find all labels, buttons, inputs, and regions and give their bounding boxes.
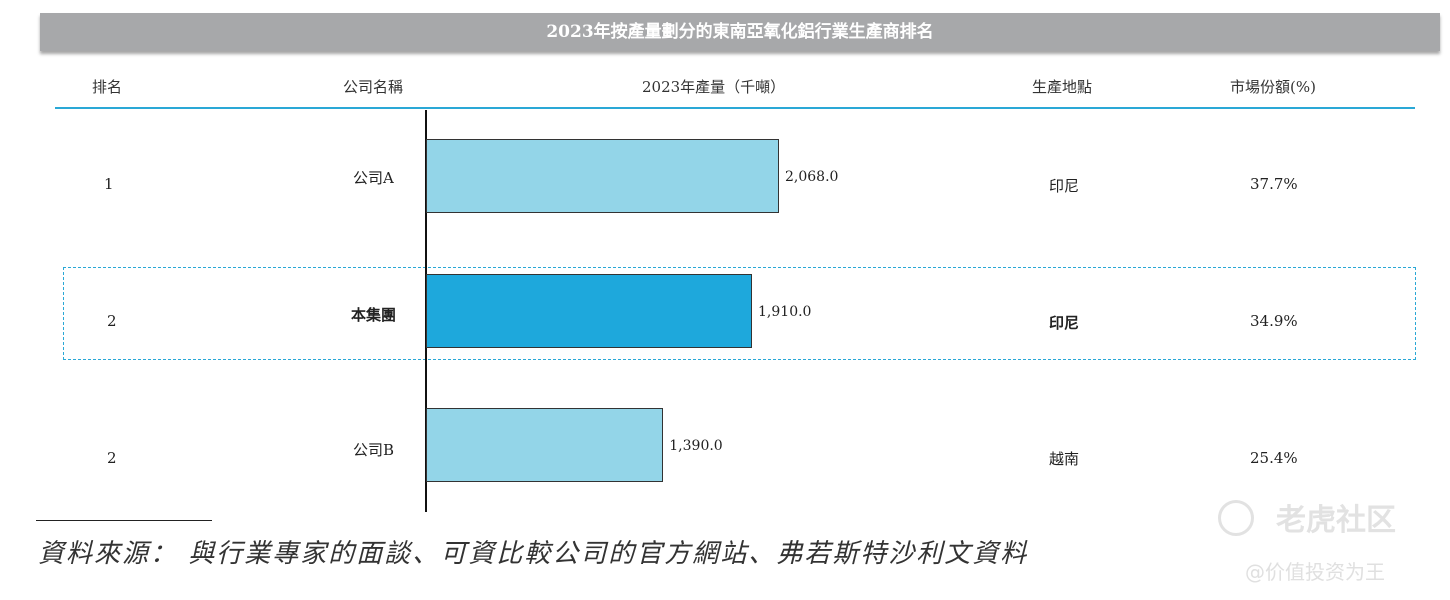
watermark-handle: @价值投资为王 bbox=[1245, 560, 1385, 584]
source-divider bbox=[36, 520, 212, 521]
bar-value-label: 1,390.0 bbox=[669, 438, 723, 454]
header-company: 公司名稱 bbox=[343, 78, 404, 96]
bar-company-b bbox=[426, 408, 664, 482]
bar-the-group bbox=[426, 274, 753, 348]
header-output: 2023年產量（千噸） bbox=[642, 78, 786, 96]
watermark-logo-icon bbox=[1218, 500, 1254, 536]
rank-cell: 2 bbox=[107, 449, 117, 467]
highlight-row-box bbox=[63, 267, 1416, 360]
location-cell: 越南 bbox=[1049, 450, 1080, 468]
bar-company-a bbox=[426, 139, 779, 213]
company-label: 公司B bbox=[353, 441, 395, 459]
location-cell: 印尼 bbox=[1049, 177, 1080, 195]
watermark-brand: 老虎社区 bbox=[1218, 495, 1396, 539]
share-cell: 25.4% bbox=[1250, 449, 1298, 467]
header-rank: 排名 bbox=[92, 78, 123, 96]
watermark-brand-text: 老虎社区 bbox=[1276, 503, 1396, 538]
bar-value-label: 2,068.0 bbox=[785, 169, 839, 185]
source-note: 資料來源： 與行業專家的面談、可資比較公司的官方網站、弗若斯特沙利文資料 bbox=[38, 539, 1029, 569]
share-cell: 37.7% bbox=[1250, 175, 1298, 193]
company-label: 公司A bbox=[353, 169, 394, 187]
rank-cell: 1 bbox=[104, 175, 114, 193]
rank-cell: 2 bbox=[107, 312, 117, 330]
bar-value-label: 1,910.0 bbox=[758, 304, 812, 320]
header-divider bbox=[55, 107, 1415, 109]
location-cell: 印尼 bbox=[1049, 314, 1080, 332]
share-cell: 34.9% bbox=[1250, 312, 1298, 330]
chart-title: 2023年按產量劃分的東南亞氧化鋁行業生產商排名 bbox=[40, 13, 1440, 51]
company-label: 本集團 bbox=[351, 306, 397, 324]
header-share: 市場份額(%) bbox=[1230, 78, 1316, 96]
header-location: 生產地點 bbox=[1032, 78, 1093, 96]
